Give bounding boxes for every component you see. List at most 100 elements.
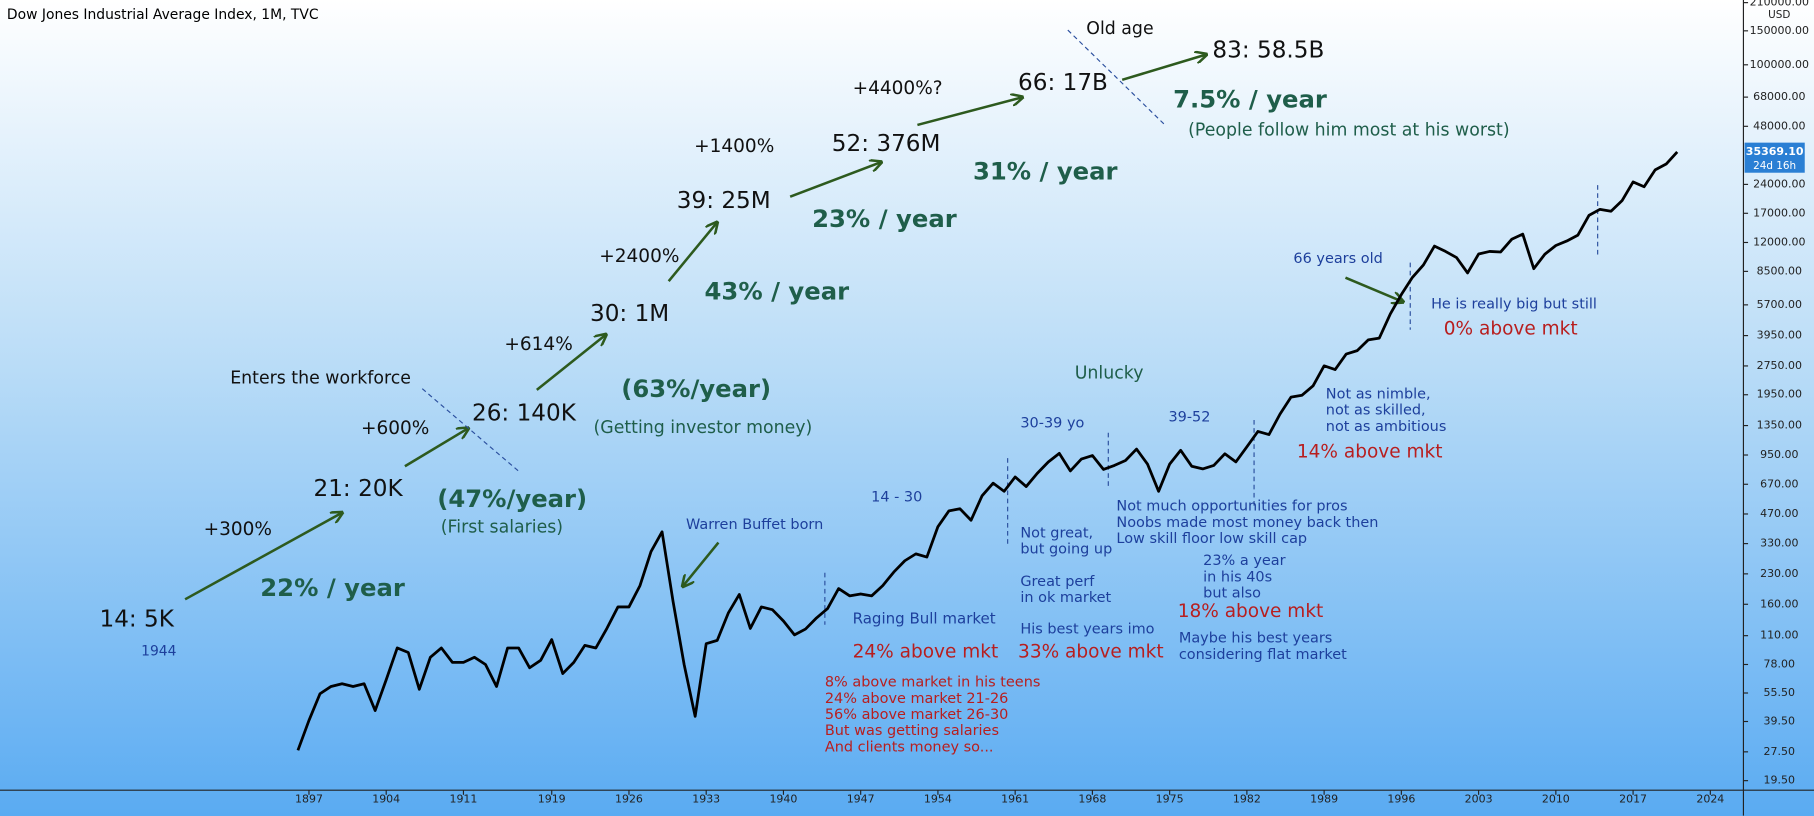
arrow <box>917 97 1022 127</box>
y-tick-label: 210000.00 <box>1750 0 1809 9</box>
x-tick-label: 2017 <box>1619 792 1647 805</box>
arrow <box>683 541 720 587</box>
annotation: 56% above market 26-30 <box>825 707 1009 723</box>
arrow <box>667 222 718 282</box>
x-tick-label: 2010 <box>1542 792 1570 805</box>
x-tick-label: 1968 <box>1078 792 1106 805</box>
annotation: 8% above market in his teens <box>825 675 1041 691</box>
annotation: 52: 376M <box>832 131 941 157</box>
arrow <box>184 513 342 601</box>
y-tick-label: 110.00 <box>1760 629 1798 642</box>
annotation: 18% above mkt <box>1178 601 1324 622</box>
annotation: 22% / year <box>260 573 405 602</box>
y-tick-label: 330.00 <box>1760 537 1798 550</box>
x-tick-label: 1989 <box>1310 792 1338 805</box>
x-tick-label: 1996 <box>1387 792 1415 805</box>
y-tick-label: 24000.00 <box>1753 177 1805 190</box>
annotation: 23% a year <box>1203 553 1285 569</box>
annotation: 26: 140K <box>472 401 577 427</box>
arrow <box>536 334 606 391</box>
currency-label: USD <box>1768 9 1790 21</box>
arrow <box>1344 276 1403 302</box>
y-tick-label: 1950.00 <box>1757 388 1802 401</box>
annotation: Maybe his best years <box>1179 631 1332 647</box>
x-tick-label: 1940 <box>769 792 797 805</box>
annotation: +4400%? <box>853 78 943 99</box>
annotation: not as ambitious <box>1326 419 1447 435</box>
annotation: He is really big but still <box>1431 296 1597 312</box>
x-tick-label: 1911 <box>449 792 477 805</box>
y-tick-label: 150000.00 <box>1750 24 1809 37</box>
annotation: 30-39 yo <box>1020 415 1084 431</box>
price-marker-label: 35369.10 <box>1746 145 1804 158</box>
y-tick-label: 68000.00 <box>1753 90 1805 103</box>
annotation: +300% <box>204 519 272 540</box>
price-marker-box <box>1744 142 1805 173</box>
y-tick-label: 160.00 <box>1760 597 1798 610</box>
annotation: +1400% <box>694 136 774 157</box>
y-tick-label: 5700.00 <box>1757 298 1802 311</box>
annotation: 33% above mkt <box>1018 642 1164 663</box>
annotation: +2400% <box>599 246 679 267</box>
annotation: Great perf <box>1020 574 1095 590</box>
x-tick-label: 1975 <box>1156 792 1184 805</box>
annotation: Not as nimble, <box>1326 387 1431 403</box>
y-tick-label: 78.00 <box>1764 657 1795 670</box>
annotation: in his 40s <box>1203 569 1272 585</box>
annotation: 66: 17B <box>1018 70 1108 96</box>
annotation: 83: 58.5B <box>1212 37 1324 63</box>
dashed-line <box>1067 29 1167 127</box>
annotation: 21: 20K <box>314 476 404 502</box>
y-tick-label: 230.00 <box>1760 567 1798 580</box>
y-tick-label: 19.50 <box>1764 774 1795 787</box>
annotation: 30: 1M <box>590 301 669 327</box>
annotation: 31% / year <box>973 156 1118 185</box>
annotation: (People follow him most at his worst) <box>1188 121 1509 141</box>
annotation: 23% / year <box>812 204 957 233</box>
annotation: Low skill floor low skill cap <box>1116 531 1307 547</box>
arrow <box>789 162 881 198</box>
annotation: 39-52 <box>1168 410 1210 426</box>
annotation: but also <box>1203 586 1261 602</box>
y-tick-label: 12000.00 <box>1753 235 1805 248</box>
annotation: +600% <box>361 418 429 439</box>
arrow <box>404 428 469 468</box>
y-tick-label: 100000.00 <box>1750 58 1809 71</box>
x-tick-label: 1982 <box>1233 792 1261 805</box>
price-line <box>296 150 1679 751</box>
arrow <box>1121 54 1206 82</box>
annotation: But was getting salaries <box>825 723 999 739</box>
annotation: (63%/year) <box>621 374 771 403</box>
annotation: 24% above market 21-26 <box>825 691 1009 707</box>
y-tick-label: 950.00 <box>1760 448 1798 461</box>
annotation: Warren Buffet born <box>686 517 823 533</box>
x-tick-label: 1954 <box>924 792 952 805</box>
annotation: 1944 <box>141 643 176 659</box>
annotation: (First salaries) <box>441 518 563 538</box>
annotation: 0% above mkt <box>1444 319 1578 340</box>
annotation: Not much opportunities for pros <box>1116 499 1347 515</box>
x-tick-label: 2003 <box>1465 792 1493 805</box>
annotation: 14% above mkt <box>1297 441 1443 462</box>
annotation: (Getting investor money) <box>593 418 812 438</box>
annotation: not as skilled, <box>1326 403 1426 419</box>
countdown-label: 24d 16h <box>1753 160 1796 172</box>
annotation: Old age <box>1086 19 1153 39</box>
x-tick-label: 1919 <box>538 792 566 805</box>
annotation: 14: 5K <box>99 607 174 633</box>
y-tick-label: 17000.00 <box>1753 206 1805 219</box>
x-tick-label: 1897 <box>295 792 323 805</box>
x-tick-label: 1926 <box>615 792 643 805</box>
annotation: 39: 25M <box>677 188 771 214</box>
annotation: (47%/year) <box>437 484 587 513</box>
chart-title: Dow Jones Industrial Average Index, 1M, … <box>7 7 319 23</box>
arrows <box>184 54 1403 601</box>
annotation: in ok market <box>1020 590 1111 606</box>
annotation: 66 years old <box>1293 251 1382 267</box>
annotation: Enters the workforce <box>230 368 411 388</box>
annotation: +614% <box>504 334 572 355</box>
y-tick-label: 670.00 <box>1760 477 1798 490</box>
